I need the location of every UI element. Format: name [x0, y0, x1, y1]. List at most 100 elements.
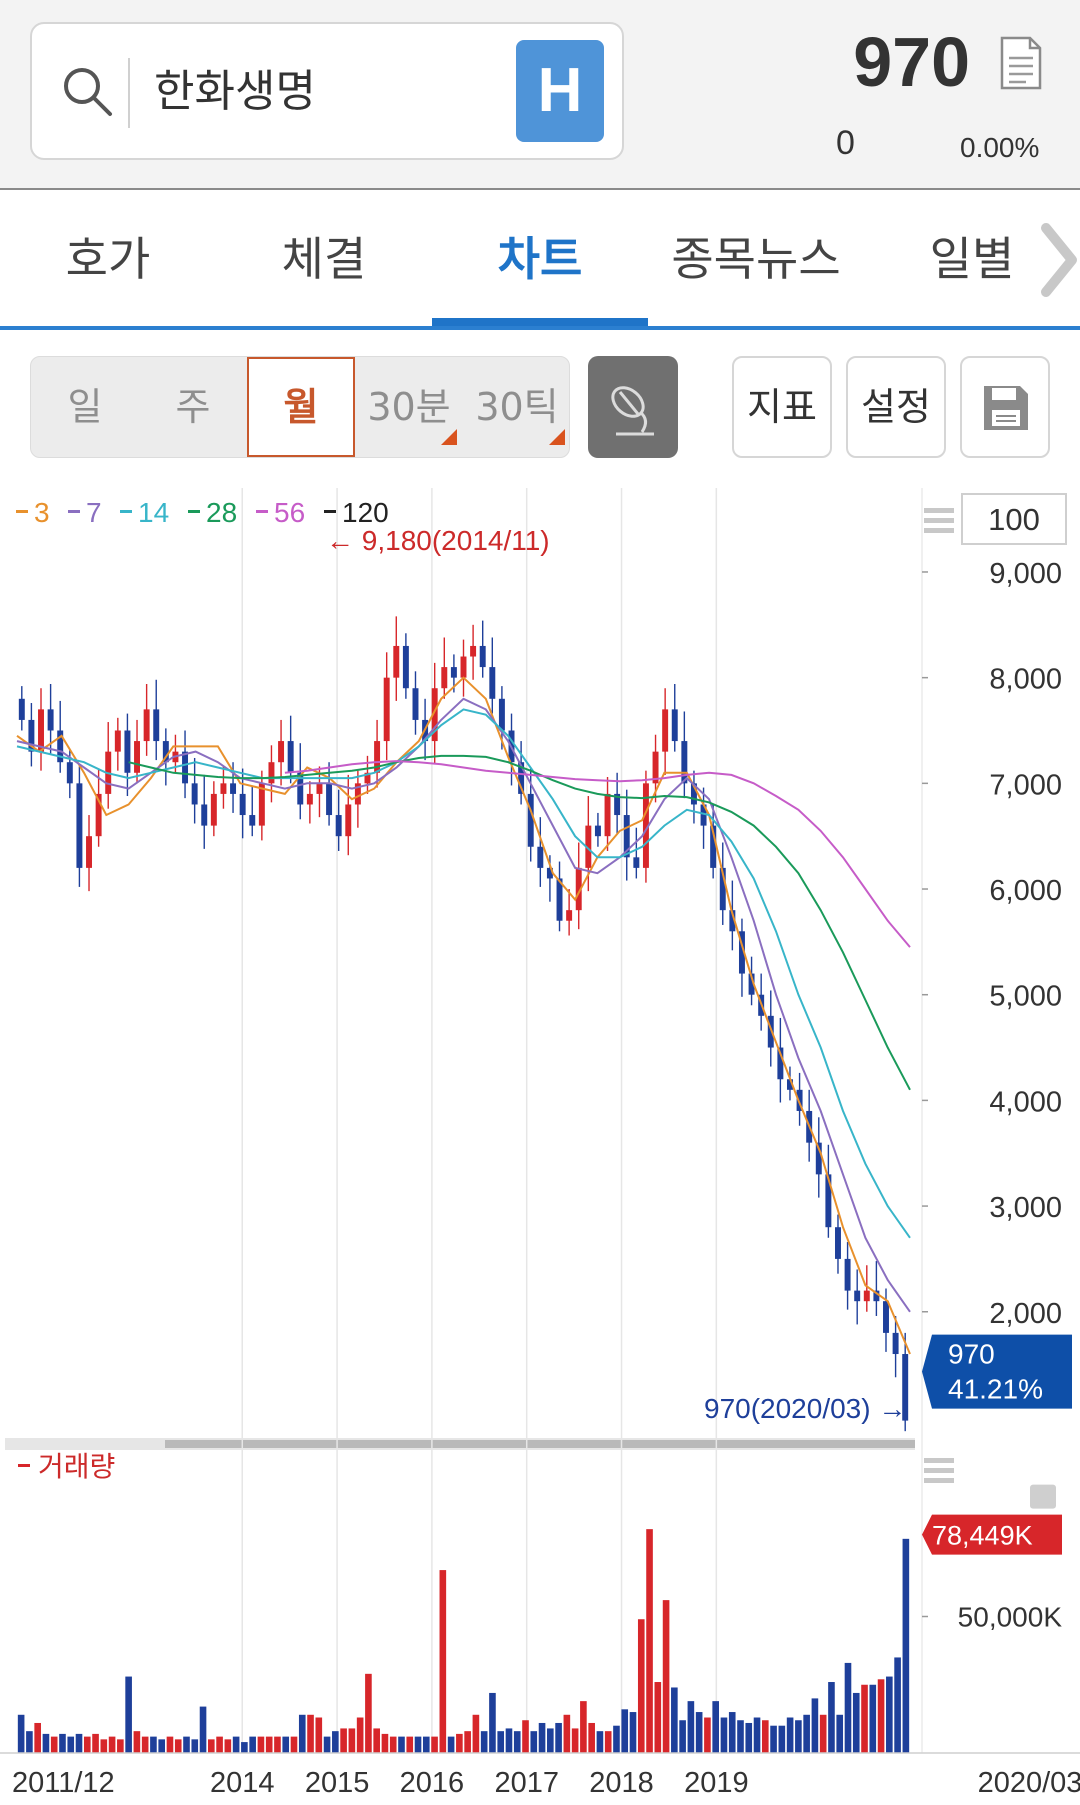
price-change-rate: 0.00%: [960, 132, 1040, 163]
tab-daily[interactable]: 일별: [929, 232, 1015, 286]
volume-bar: [59, 1733, 66, 1753]
stock-name-input[interactable]: 한화생명: [154, 66, 316, 117]
ma-line-28: [128, 754, 911, 1091]
stock-chart-svg[interactable]: 9,000 8,000 7,000 6,000 5,000 4,000 3,000 2,000…: [0, 488, 1080, 1805]
candle-body: [729, 910, 736, 932]
tab-stock-news[interactable]: 종목뉴스: [671, 232, 841, 286]
search-divider: [128, 58, 130, 128]
low-annotation: 970(2020/03) →: [704, 1393, 906, 1424]
candle-body: [220, 783, 227, 794]
search-icon[interactable]: [60, 64, 116, 120]
candle: [844, 1242, 851, 1310]
period-weekly-button[interactable]: 주: [175, 385, 211, 429]
candle: [710, 804, 717, 879]
period-30tick-button[interactable]: 30틱: [463, 357, 571, 457]
chevron-right-icon[interactable]: [1036, 222, 1080, 298]
moving-averages: [16, 676, 911, 1355]
volume-bar: [117, 1739, 124, 1753]
volume-bar: [67, 1736, 75, 1753]
period-30min-button[interactable]: 30분: [355, 357, 463, 457]
volume-title: 거래량: [38, 1451, 115, 1482]
volume-tick-label: 50,000K: [958, 1602, 1063, 1633]
candle-body: [76, 783, 83, 868]
volume-bar: [464, 1731, 471, 1753]
volume-bar: [613, 1725, 620, 1753]
volume-bar: [786, 1717, 794, 1753]
volume-bar: [174, 1739, 182, 1753]
candle: [835, 1214, 841, 1274]
volume-bar: [439, 1570, 447, 1753]
hanwha-badge-button[interactable]: H: [516, 40, 604, 142]
candle: [873, 1261, 880, 1316]
volume-bar: [208, 1739, 215, 1753]
volume-bar: [340, 1728, 347, 1753]
period-monthly-button[interactable]: 월: [247, 357, 355, 457]
volume-bar: [604, 1731, 612, 1753]
candle: [76, 766, 83, 887]
dropdown-corner-icon: [549, 429, 565, 445]
candle: [38, 688, 44, 771]
candle: [854, 1269, 861, 1325]
candle-body: [642, 783, 649, 868]
volume-bar: [315, 1717, 323, 1753]
last-price-value: 970: [948, 1339, 995, 1370]
volume-bar: [92, 1733, 99, 1753]
candle-body: [239, 793, 246, 816]
candle-body: [546, 867, 553, 879]
candle-body: [182, 751, 189, 784]
candle-body: [566, 910, 573, 921]
candle-body: [748, 973, 755, 995]
last-price-change: 41.21%: [948, 1374, 1043, 1405]
candle-body: [556, 878, 563, 921]
candle-body: [28, 719, 35, 752]
save-icon: [984, 386, 1028, 430]
candle: [556, 861, 563, 932]
candle-body: [393, 645, 400, 678]
period-selector: 일 주 월 30분 30틱: [30, 356, 570, 458]
volume-bar: [596, 1731, 604, 1753]
candle: [479, 620, 486, 678]
chart-overlay: 970 41.21% 3 7 14 28 56 120← 9,180(2014/11) 970(…: [16, 497, 1072, 1555]
volume-bar: [141, 1736, 149, 1753]
x-tick-label: 2014: [210, 1767, 275, 1799]
candle: [143, 684, 150, 756]
stock-search-box[interactable]: 한화생명 H: [30, 22, 624, 160]
x-tick-label: 2019: [684, 1767, 749, 1799]
candle: [902, 1332, 909, 1432]
candle: [719, 842, 726, 925]
indicator-button[interactable]: 지표: [732, 356, 832, 458]
volume-bar: [83, 1736, 91, 1753]
save-button[interactable]: [960, 356, 1050, 458]
candle: [201, 774, 208, 849]
candle-body: [162, 741, 169, 763]
candle: [441, 637, 448, 699]
drawing-satellite-icon: [611, 386, 654, 436]
y-tick-label: 5,000: [989, 981, 1062, 1013]
chart-area[interactable]: 9,000 8,000 7,000 6,000 5,000 4,000 3,000 2,000…: [0, 488, 1080, 1805]
candle: [604, 777, 611, 851]
tab-trades[interactable]: 체결: [281, 232, 367, 286]
candle: [623, 789, 630, 881]
tab-hoga[interactable]: 호가: [65, 232, 151, 286]
chart-scrollbar: [165, 1440, 915, 1448]
volume-bar: [530, 1731, 538, 1753]
settings-button[interactable]: 설정: [846, 356, 946, 458]
candlesticks: [18, 616, 909, 1432]
candle-body: [201, 804, 208, 826]
tab-chart[interactable]: 차트: [497, 232, 583, 286]
document-icon[interactable]: [1000, 36, 1042, 90]
x-tick-label: 2011/12: [12, 1767, 115, 1799]
legend-label: 7: [86, 497, 102, 528]
period-daily-button[interactable]: 일: [67, 385, 103, 429]
volume-bar: [34, 1722, 41, 1753]
close-icon: [1030, 1484, 1056, 1509]
drawing-tool-button[interactable]: [588, 356, 678, 458]
volume-bar: [505, 1728, 513, 1753]
candle-body: [66, 762, 73, 784]
candle: [690, 770, 697, 824]
candle-body: [604, 793, 611, 837]
y-tick-label: 4,000: [989, 1086, 1062, 1118]
y-tick-label: 9,000: [989, 558, 1062, 590]
volume-bar: [108, 1736, 116, 1753]
